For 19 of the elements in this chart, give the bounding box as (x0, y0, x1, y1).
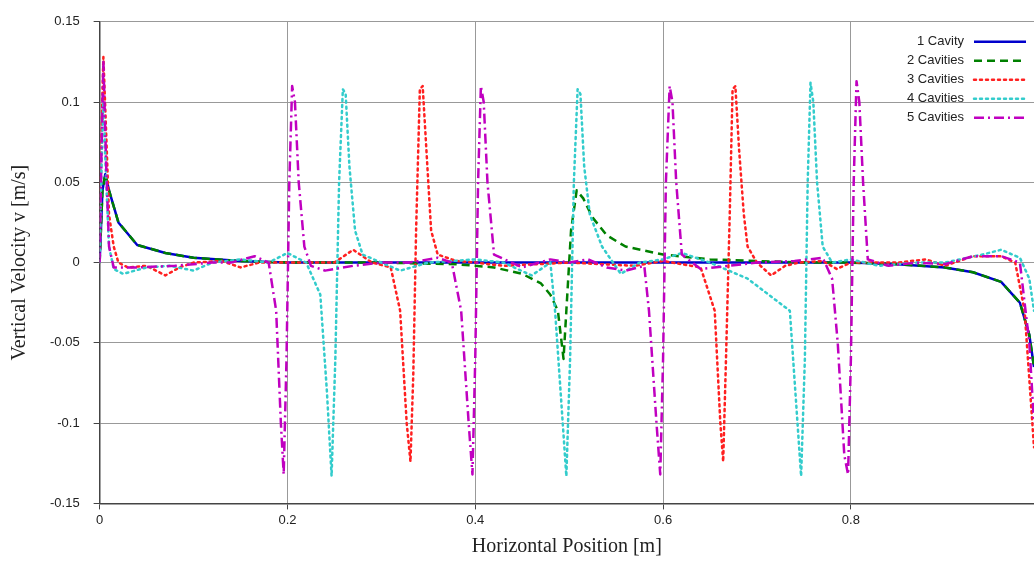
x-tick-label: 0 (96, 511, 104, 527)
y-tick-label: 0 (72, 254, 80, 270)
legend-label: 4 Cavities (906, 90, 965, 106)
x-tick-label: 0.8 (841, 511, 860, 527)
x-tick-label: 0.4 (466, 511, 485, 527)
legend-label: 2 Cavities (906, 52, 965, 68)
legend-label: 1 Cavity (917, 33, 965, 49)
y-tick-label: 0.1 (61, 93, 80, 109)
y-tick-label: -0.1 (57, 414, 80, 430)
legend-label: 3 Cavities (906, 71, 965, 87)
legend-label: 5 Cavities (906, 109, 965, 125)
x-tick-label: 0.2 (278, 511, 297, 527)
y-tick-label: 0.05 (54, 173, 80, 189)
y-tick-label: 0.15 (54, 13, 80, 29)
x-axis-title: Horizontal Position [m] (471, 534, 662, 557)
x-tick-label: 0.6 (654, 511, 673, 527)
y-tick-label: -0.05 (49, 334, 80, 350)
y-tick-label: -0.15 (49, 494, 80, 510)
y-axis-title: Vertical Velocity v [m/s] (7, 164, 31, 361)
